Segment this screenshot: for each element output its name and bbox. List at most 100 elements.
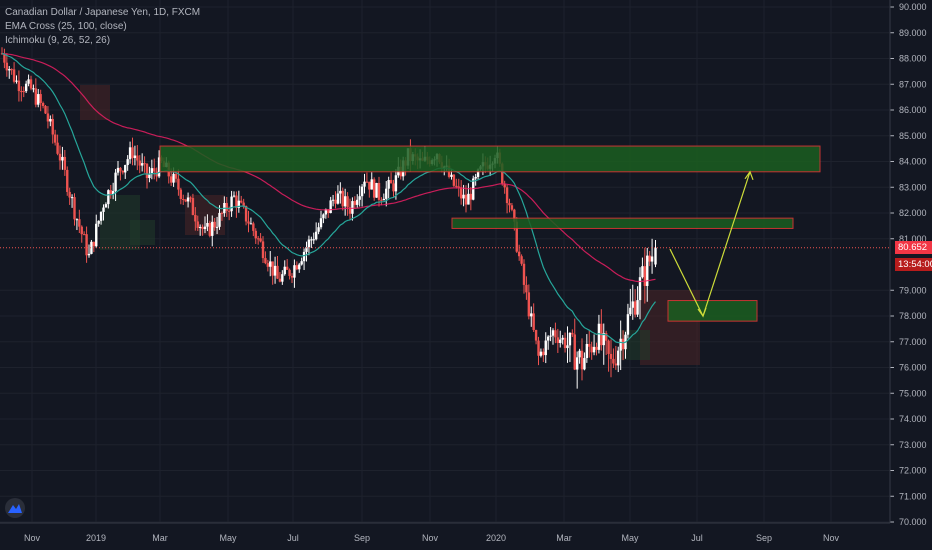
ema-indicator-label[interactable]: EMA Cross (25, 100, close) — [5, 21, 127, 32]
candle-body — [172, 173, 175, 183]
candle-body — [566, 345, 569, 349]
tradingview-logo-icon[interactable] — [5, 498, 25, 518]
candle-body — [621, 338, 625, 350]
candle-body — [334, 199, 337, 204]
candle-body — [126, 159, 129, 166]
candle-body — [179, 189, 183, 200]
candle-body — [121, 170, 125, 173]
ichimoku-indicator-label[interactable]: Ichimoku (9, 26, 52, 26) — [5, 35, 111, 46]
candle-body — [339, 190, 342, 194]
candle-body — [469, 193, 473, 200]
candle-body — [578, 350, 581, 358]
candle-body — [191, 198, 195, 215]
candle-body — [532, 313, 535, 330]
candle-body — [501, 163, 504, 184]
candle-body — [281, 274, 284, 282]
candle-body — [626, 314, 630, 335]
candle-body — [213, 221, 216, 228]
candle-body — [131, 147, 134, 159]
candle-body — [522, 263, 526, 285]
candle-body — [215, 226, 219, 228]
candle-body — [551, 330, 555, 336]
candle-body — [186, 197, 190, 202]
candle-body — [99, 211, 103, 221]
candle-body — [206, 222, 209, 227]
candle-body — [462, 194, 465, 199]
candle-body — [568, 332, 572, 346]
candle-body — [136, 155, 139, 161]
x-tick-label: Nov — [823, 533, 840, 543]
candle-body — [360, 186, 364, 197]
candle-body — [92, 241, 96, 247]
candle-body — [107, 190, 110, 205]
y-tick-label: 70.000 — [899, 517, 927, 527]
candle-body — [8, 69, 11, 71]
candle-body — [49, 118, 52, 122]
candle-body — [32, 88, 35, 90]
candle-body — [633, 301, 637, 315]
candle-body — [247, 221, 250, 224]
candle-body — [604, 333, 608, 341]
candle-body — [90, 241, 93, 254]
candle-body — [70, 197, 74, 199]
y-tick-label: 76.000 — [899, 363, 927, 373]
x-tick-label: Nov — [422, 533, 439, 543]
candle-body — [590, 346, 593, 353]
candle-body — [87, 253, 91, 256]
candle-body — [220, 212, 224, 214]
candle-body — [387, 180, 390, 189]
candle-body — [317, 227, 320, 232]
x-tick-label: Jul — [691, 533, 703, 543]
candle-body — [351, 201, 354, 214]
candle-body — [382, 198, 386, 201]
candle-body — [290, 275, 294, 278]
candle-body — [169, 176, 173, 183]
candle-body — [198, 226, 202, 228]
candle-body — [227, 210, 231, 212]
candle-body — [111, 190, 115, 195]
y-tick-label: 71.000 — [899, 491, 927, 501]
y-tick-label: 90.000 — [899, 2, 927, 12]
candle-body — [295, 265, 299, 270]
candle-body — [648, 255, 651, 262]
candle-body — [380, 199, 383, 201]
candle-body — [520, 256, 523, 264]
candle-body — [116, 167, 120, 173]
y-tick-label: 73.000 — [899, 440, 927, 450]
candle-body — [189, 197, 192, 199]
symbol-title[interactable]: Canadian Dollar / Japanese Yen, 1D, FXCM — [5, 7, 201, 18]
candle-body — [324, 209, 328, 215]
candle-body — [235, 195, 238, 208]
candle-body — [20, 91, 23, 93]
candle-body — [602, 333, 605, 346]
candle-body — [322, 214, 325, 219]
candle-body — [585, 343, 589, 359]
candle-body — [80, 226, 83, 235]
candle-body — [348, 207, 352, 214]
candle-body — [617, 350, 620, 366]
candle-body — [580, 350, 584, 370]
candle-body — [377, 182, 381, 200]
candle-body — [133, 155, 137, 159]
candle-body — [641, 266, 644, 278]
candle-body — [58, 153, 62, 161]
candle-body — [515, 221, 518, 252]
candle-body — [148, 173, 151, 179]
candle-body — [370, 179, 373, 190]
candle-body — [211, 221, 214, 236]
candle-body — [629, 307, 632, 315]
annotation-zone — [667, 300, 758, 322]
candle-body — [513, 209, 516, 222]
candle-body — [242, 202, 245, 207]
candle-body — [595, 346, 598, 350]
candle-body — [252, 223, 255, 231]
y-tick-label: 72.000 — [899, 466, 927, 476]
candle-body — [244, 206, 248, 222]
y-tick-label: 81.000 — [899, 234, 927, 244]
candle-body — [385, 188, 388, 199]
candle-body — [643, 266, 647, 286]
x-tick-label: 2019 — [86, 533, 106, 543]
candle-body — [365, 181, 369, 183]
